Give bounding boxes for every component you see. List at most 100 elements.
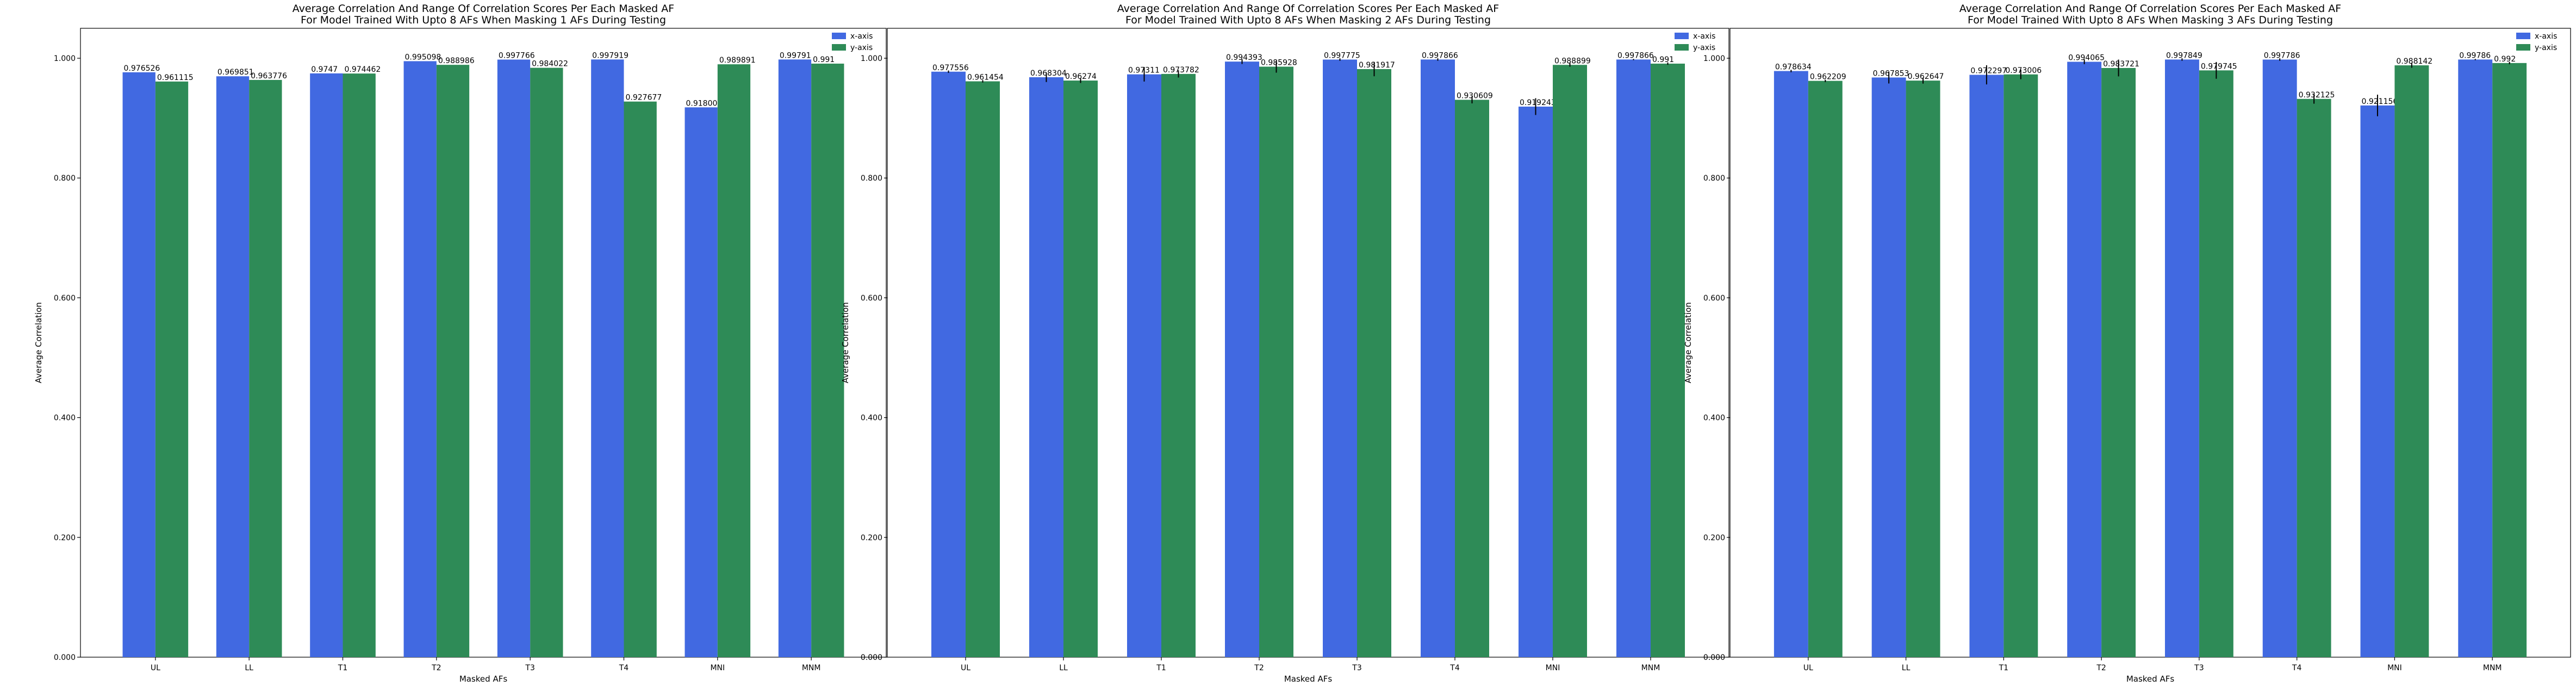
- chart-title: Average Correlation And Range Of Correla…: [1117, 3, 1499, 15]
- data-label: 0.973782: [1163, 66, 1199, 75]
- x-tick-label: MNM: [2483, 664, 2502, 672]
- bar-y-axis-T1: [343, 73, 376, 658]
- x-tick-label: T2: [2096, 664, 2106, 672]
- bar-x-axis-LL: [1029, 77, 1063, 658]
- data-label: 0.994065: [2068, 54, 2105, 63]
- y-tick-label: 1.000: [861, 54, 882, 63]
- x-tick-label: T3: [1352, 664, 1361, 672]
- bar-x-axis-T2: [2067, 61, 2102, 657]
- x-tick-label: MNM: [1641, 664, 1660, 672]
- data-label: 0.997866: [1422, 51, 1458, 60]
- data-label: 0.997849: [2166, 51, 2202, 60]
- x-axis-label: Masked AFs: [2126, 674, 2175, 684]
- bar-y-axis-T2: [1259, 66, 1293, 657]
- bar-y-axis-LL: [1063, 81, 1098, 658]
- bar-y-axis-T2: [436, 65, 470, 658]
- bar-x-axis-T4: [591, 59, 624, 657]
- x-tick-label: T4: [619, 664, 629, 672]
- bar-x-axis-T4: [2262, 59, 2297, 658]
- data-label: 0.991: [813, 55, 835, 64]
- y-tick-label: 0.800: [1703, 174, 1725, 183]
- x-axis-label: Masked AFs: [459, 674, 508, 684]
- data-label: 0.97311: [1128, 66, 1160, 75]
- legend-label: x-axis: [2535, 32, 2557, 41]
- data-label: 0.962209: [1810, 73, 1846, 82]
- plot-frame: [887, 28, 1729, 658]
- data-label: 0.976526: [124, 64, 160, 73]
- legend-swatch: [1675, 44, 1689, 51]
- data-label: 0.988899: [1554, 57, 1591, 65]
- data-label: 0.997766: [499, 52, 535, 60]
- chart-panel-1: Average Correlation And Range Of Correla…: [34, 3, 887, 684]
- y-tick-label: 0.600: [1703, 294, 1725, 302]
- bar-y-axis-UL: [966, 81, 1000, 658]
- data-label: 0.997786: [2264, 51, 2300, 60]
- data-label: 0.977556: [932, 64, 969, 72]
- data-label: 0.981917: [1359, 61, 1395, 70]
- data-label: 0.997919: [592, 51, 629, 60]
- data-label: 0.988142: [2396, 57, 2432, 66]
- bar-y-axis-T1: [2003, 74, 2038, 657]
- bar-x-axis-T3: [497, 59, 531, 657]
- x-tick-label: LL: [1902, 664, 1911, 672]
- bar-y-axis-T1: [1161, 73, 1196, 658]
- x-axis-label: Masked AFs: [1284, 674, 1333, 684]
- x-tick-label: MNI: [710, 664, 725, 672]
- bar-y-axis-T3: [530, 67, 563, 657]
- y-tick-label: 0.800: [54, 174, 76, 183]
- bar-y-axis-MNM: [811, 63, 844, 658]
- legend-swatch: [1675, 33, 1689, 39]
- legend-label: y-axis: [1693, 44, 1715, 52]
- data-label: 0.918004: [686, 99, 723, 108]
- plot-frame: [80, 28, 887, 658]
- bar-x-axis-MNI: [685, 107, 718, 658]
- x-tick-label: LL: [1059, 664, 1068, 672]
- legend-label: y-axis: [850, 44, 873, 52]
- x-tick-label: T4: [2292, 664, 2302, 672]
- data-label: 0.995098: [405, 53, 441, 61]
- bar-x-axis-MNI: [2360, 105, 2395, 658]
- x-tick-label: UL: [1803, 664, 1813, 672]
- data-label: 0.9747: [311, 65, 338, 74]
- legend-swatch: [832, 33, 846, 39]
- y-tick-label: 0.800: [861, 174, 882, 183]
- x-tick-label: MNM: [802, 664, 821, 672]
- legend-label: y-axis: [2535, 44, 2557, 52]
- x-tick-label: T2: [1254, 664, 1264, 672]
- bar-x-axis-T2: [1225, 61, 1259, 657]
- data-label: 0.988986: [438, 57, 475, 65]
- x-tick-label: T1: [338, 664, 347, 672]
- bar-x-axis-MNM: [2458, 59, 2493, 657]
- x-tick-label: UL: [961, 664, 970, 672]
- chart-subtitle: For Model Trained With Upto 8 AFs When M…: [1125, 14, 1491, 26]
- bar-y-axis-T4: [1455, 100, 1489, 657]
- x-tick-label: T1: [1999, 664, 2008, 672]
- plot-frame: [1729, 28, 2571, 658]
- data-label: 0.985928: [1261, 59, 1297, 67]
- data-label: 0.978634: [1775, 63, 1812, 72]
- chart-panel-2: Average Correlation And Range Of Correla…: [841, 3, 1729, 684]
- x-tick-label: UL: [151, 664, 160, 672]
- y-axis-label: Average Correlation: [841, 302, 850, 383]
- x-tick-label: MNI: [1546, 664, 1560, 672]
- bar-x-axis-MNI: [1519, 106, 1553, 658]
- data-label: 0.99786: [2459, 51, 2491, 60]
- data-label: 0.961454: [967, 73, 1004, 82]
- data-label: 0.973006: [2005, 66, 2042, 75]
- bar-x-axis-UL: [122, 72, 155, 658]
- bar-y-axis-T4: [624, 101, 657, 657]
- data-label: 0.994393: [1226, 53, 1262, 62]
- data-label: 0.962647: [1908, 72, 1944, 81]
- chart-title: Average Correlation And Range Of Correla…: [1959, 3, 2341, 15]
- legend-swatch: [2516, 44, 2530, 51]
- bar-x-axis-MNM: [778, 59, 812, 657]
- chart-title: Average Correlation And Range Of Correla…: [293, 3, 674, 15]
- data-label: 0.963776: [251, 72, 287, 81]
- bar-y-axis-T3: [1357, 69, 1391, 657]
- data-label: 0.997775: [1324, 51, 1360, 60]
- bar-x-axis-LL: [216, 76, 250, 657]
- y-tick-label: 0.200: [1703, 534, 1725, 542]
- x-tick-label: LL: [245, 664, 253, 672]
- bar-y-axis-MNI: [717, 64, 751, 658]
